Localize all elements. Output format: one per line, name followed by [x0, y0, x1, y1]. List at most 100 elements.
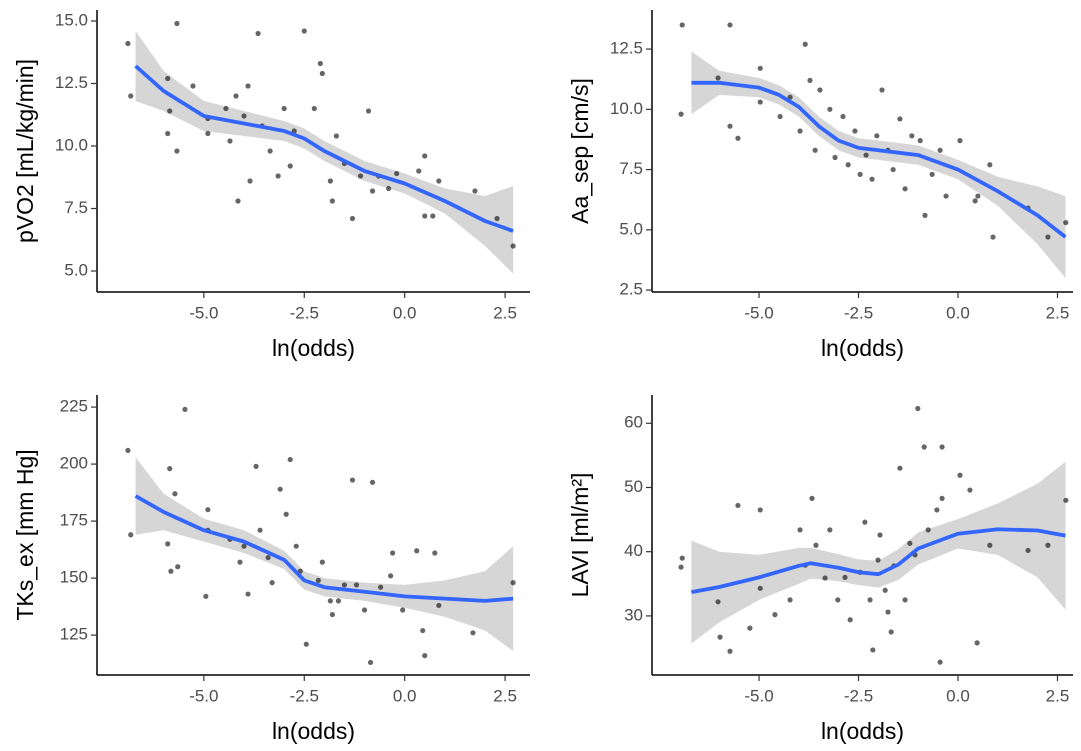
data-point: [205, 130, 211, 137]
data-point: [241, 113, 247, 119]
data-point: [175, 564, 181, 570]
data-point: [929, 171, 935, 177]
data-point: [812, 147, 818, 153]
data-point: [315, 577, 321, 583]
data-point: [128, 532, 134, 538]
data-point: [255, 30, 261, 37]
data-point: [167, 108, 173, 114]
data-point: [757, 585, 763, 591]
data-point: [939, 444, 945, 450]
data-point: [845, 162, 851, 168]
data-point: [174, 148, 180, 154]
data-point: [182, 406, 188, 412]
data-point: [394, 170, 400, 177]
y-tick-label: 10.0: [55, 135, 88, 154]
data-point: [386, 185, 392, 192]
data-point: [287, 456, 293, 463]
fit-line: [691, 80, 1067, 239]
data-point: [311, 105, 317, 112]
x-axis-label: ln(odds): [272, 335, 355, 361]
data-point: [205, 507, 211, 513]
data-point: [875, 557, 881, 563]
data-point: [223, 105, 229, 112]
data-point: [235, 198, 241, 204]
data-point: [327, 178, 333, 184]
x-tick-label: 2.5: [493, 303, 517, 322]
data-point: [727, 123, 733, 129]
confidence-band: [691, 51, 1066, 279]
data-point: [943, 193, 949, 199]
y-tick-label: 7.5: [619, 159, 643, 178]
data-point: [265, 554, 271, 561]
data-point: [257, 527, 263, 533]
data-point: [281, 105, 287, 112]
data-point: [915, 405, 921, 412]
data-point: [974, 640, 980, 646]
data-point: [353, 582, 360, 588]
y-tick-label: 10.0: [610, 99, 643, 118]
data-point: [835, 597, 841, 603]
data-point: [317, 60, 323, 67]
data-point: [319, 70, 325, 77]
x-axis-label: ln(odds): [272, 718, 355, 744]
data-point: [757, 507, 763, 513]
data-point: [847, 617, 853, 623]
data-point: [885, 609, 891, 615]
data-point: [422, 213, 428, 219]
data-point: [827, 527, 833, 533]
data-point: [787, 597, 793, 603]
data-point: [367, 659, 374, 666]
data-point: [432, 550, 438, 556]
x-axis-label: ln(odds): [821, 718, 904, 744]
data-point: [365, 108, 372, 114]
data-point: [679, 555, 685, 561]
y-tick-label: 15.0: [55, 10, 88, 29]
data-point: [862, 519, 868, 525]
data-point: [1045, 234, 1051, 240]
y-axis-label: Aa_sep [cm/s]: [567, 78, 593, 224]
data-point: [807, 77, 813, 83]
data-point: [715, 599, 721, 605]
confidence-band: [135, 457, 514, 652]
data-point: [813, 542, 819, 548]
data-point: [909, 133, 915, 139]
y-tick-label: 40: [624, 541, 643, 560]
data-point: [245, 591, 251, 597]
y-axis-label: pVO2 [mL/kg/min]: [12, 59, 38, 243]
data-point: [897, 465, 903, 471]
data-point: [510, 580, 516, 586]
data-point: [937, 147, 943, 153]
data-point: [957, 472, 963, 478]
data-point: [897, 116, 903, 122]
data-point: [233, 93, 239, 99]
data-point: [335, 598, 342, 604]
data-point: [253, 463, 259, 469]
data-point: [167, 466, 173, 472]
data-point: [172, 491, 178, 497]
data-point: [934, 507, 940, 513]
x-tick-label: -5.0: [189, 686, 218, 705]
data-point: [874, 133, 880, 139]
data-point: [735, 502, 741, 509]
data-point: [777, 113, 783, 120]
data-point: [165, 75, 171, 82]
data-point: [902, 597, 908, 603]
data-point: [877, 532, 883, 538]
data-point: [1063, 219, 1069, 226]
data-point: [987, 162, 993, 168]
data-point: [972, 198, 978, 204]
data-point: [430, 213, 436, 219]
x-axis-label: ln(odds): [821, 335, 904, 361]
x-tick-label: 0.0: [946, 303, 970, 322]
data-point: [237, 559, 243, 565]
x-tick-label: -2.5: [290, 686, 319, 705]
y-tick-label: 12.5: [55, 73, 88, 92]
data-point: [369, 188, 376, 194]
data-point: [975, 193, 981, 199]
data-point: [907, 540, 913, 546]
y-tick-label: 12.5: [610, 39, 643, 58]
data-point: [329, 198, 335, 204]
data-point: [349, 477, 356, 483]
data-point: [902, 186, 908, 192]
data-point: [416, 168, 422, 174]
